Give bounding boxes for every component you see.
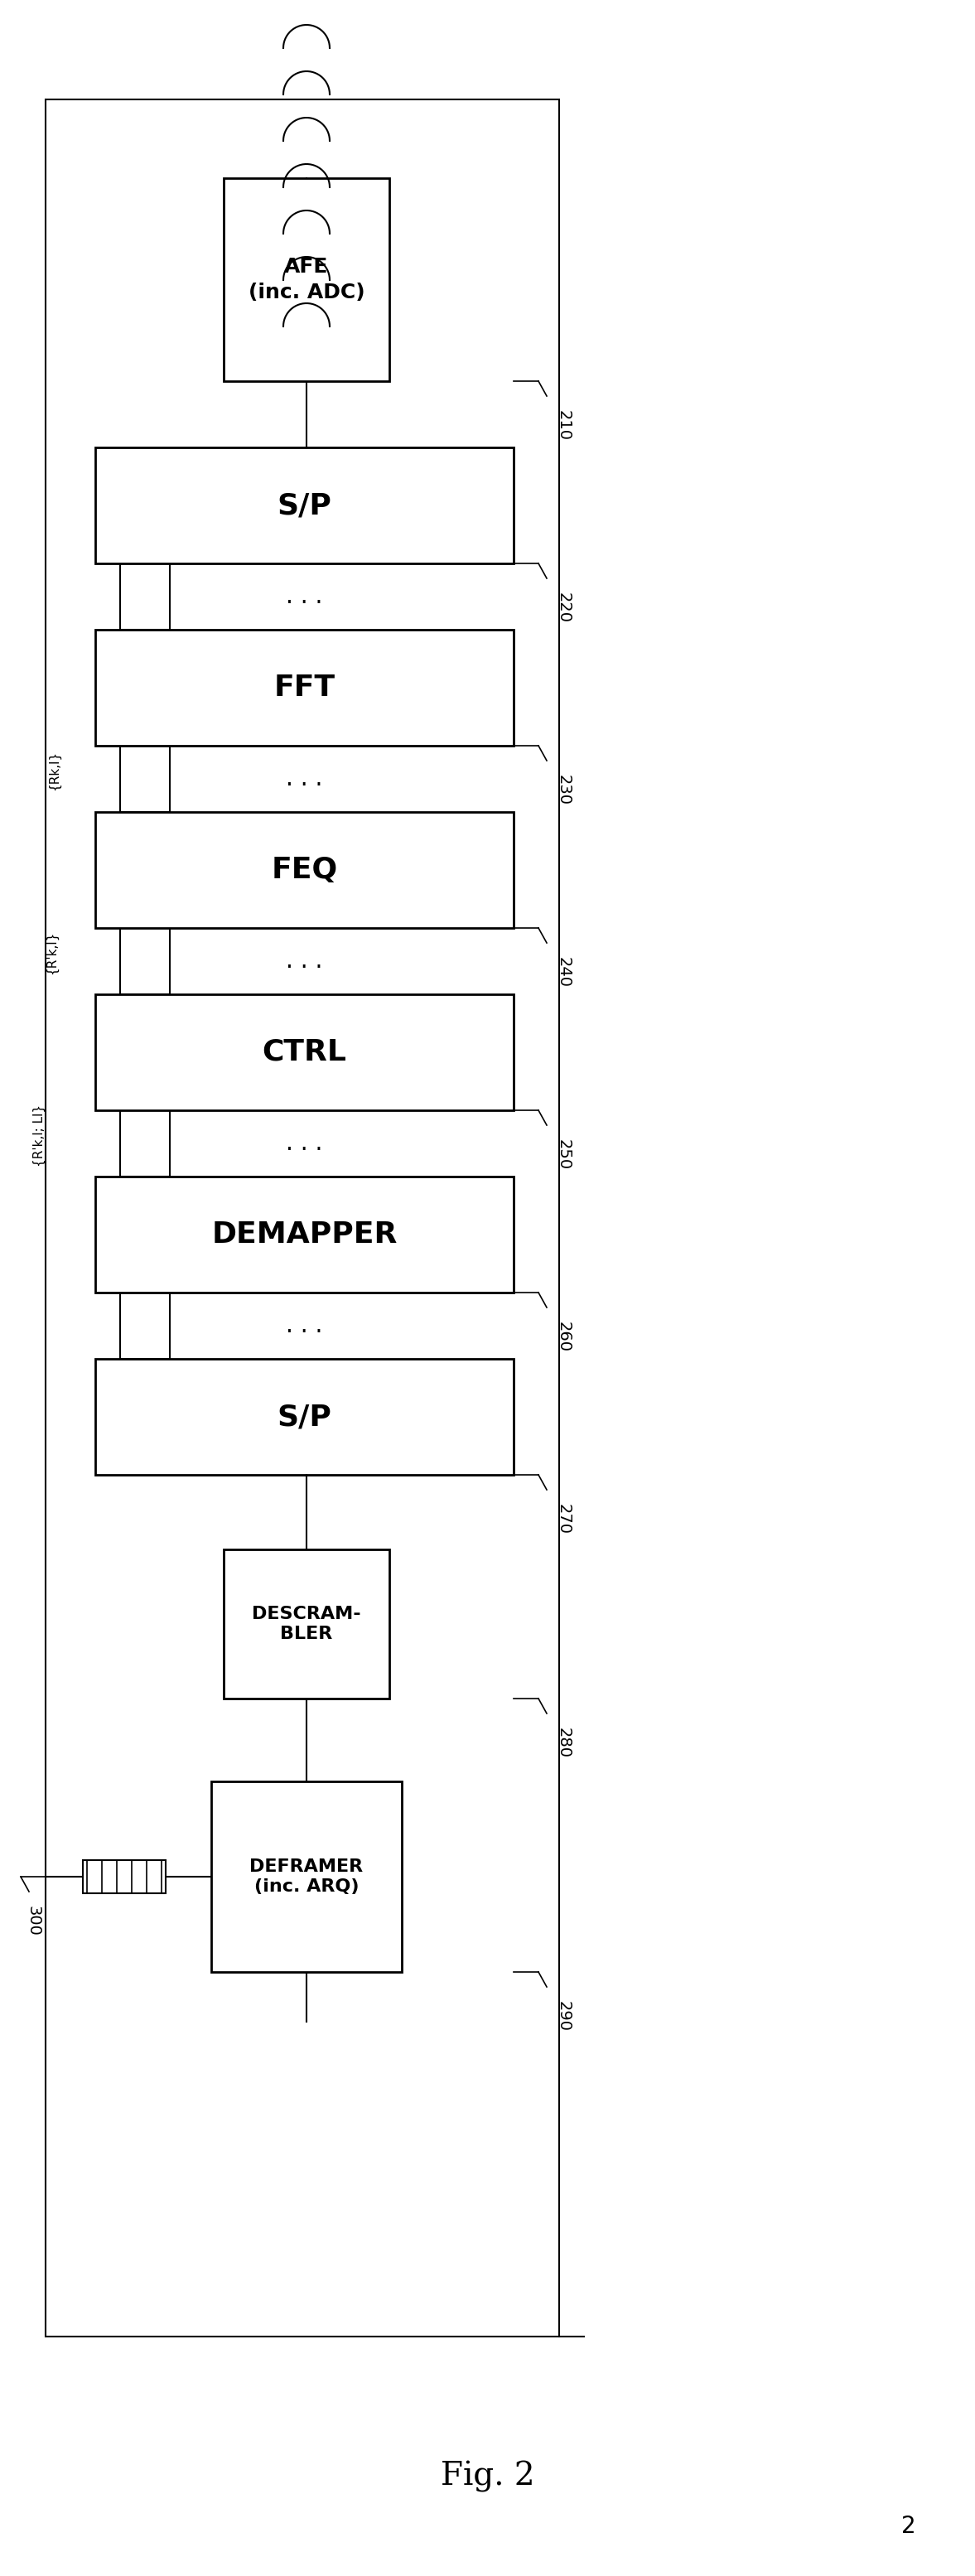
Text: . . .: . . . bbox=[286, 951, 323, 974]
Bar bbox=[120, 1110, 170, 1177]
Text: DEMAPPER: DEMAPPER bbox=[212, 1221, 398, 1249]
Bar bbox=[120, 1293, 170, 1360]
Bar bbox=[120, 564, 170, 629]
Text: 280: 280 bbox=[556, 1728, 571, 1759]
Bar bbox=[96, 448, 514, 564]
Text: . . .: . . . bbox=[286, 1131, 323, 1154]
Bar bbox=[223, 178, 389, 381]
Text: 300: 300 bbox=[25, 1906, 41, 1937]
Text: 2: 2 bbox=[902, 2514, 917, 2537]
Text: 230: 230 bbox=[556, 775, 571, 806]
Text: 240: 240 bbox=[556, 958, 571, 987]
Bar bbox=[96, 994, 514, 1110]
Text: S/P: S/P bbox=[277, 492, 332, 520]
Bar bbox=[46, 100, 559, 2336]
Text: FEQ: FEQ bbox=[271, 855, 337, 884]
Bar bbox=[96, 811, 514, 927]
Text: {R'k,l}: {R'k,l} bbox=[46, 930, 58, 974]
Text: CTRL: CTRL bbox=[262, 1038, 347, 1066]
Text: DESCRAM-
BLER: DESCRAM- BLER bbox=[252, 1605, 361, 1643]
Bar bbox=[96, 1177, 514, 1293]
Text: AFE
(inc. ADC): AFE (inc. ADC) bbox=[249, 258, 365, 301]
Text: {Rk,l}: {Rk,l} bbox=[48, 750, 60, 791]
Text: . . .: . . . bbox=[286, 585, 323, 608]
Bar bbox=[120, 744, 170, 811]
Bar bbox=[212, 1783, 402, 1973]
Bar bbox=[96, 629, 514, 744]
Text: . . .: . . . bbox=[286, 768, 323, 791]
Bar bbox=[120, 927, 170, 994]
Text: Fig. 2: Fig. 2 bbox=[441, 2460, 534, 2494]
Text: 210: 210 bbox=[556, 410, 571, 440]
Text: 250: 250 bbox=[556, 1139, 571, 1170]
Text: {R'k,l; Ll}: {R'k,l; Ll} bbox=[33, 1105, 46, 1167]
Text: FFT: FFT bbox=[274, 672, 335, 701]
Text: 260: 260 bbox=[556, 1321, 571, 1352]
Text: 270: 270 bbox=[556, 1504, 571, 1535]
Bar bbox=[96, 1360, 514, 1476]
Text: . . .: . . . bbox=[286, 1314, 323, 1337]
Text: DEFRAMER
(inc. ARQ): DEFRAMER (inc. ARQ) bbox=[250, 1857, 364, 1896]
Text: 220: 220 bbox=[556, 592, 571, 623]
Bar bbox=[83, 1860, 166, 1893]
Text: 290: 290 bbox=[556, 2002, 571, 2032]
Bar bbox=[223, 1548, 389, 1698]
Text: S/P: S/P bbox=[277, 1404, 332, 1430]
